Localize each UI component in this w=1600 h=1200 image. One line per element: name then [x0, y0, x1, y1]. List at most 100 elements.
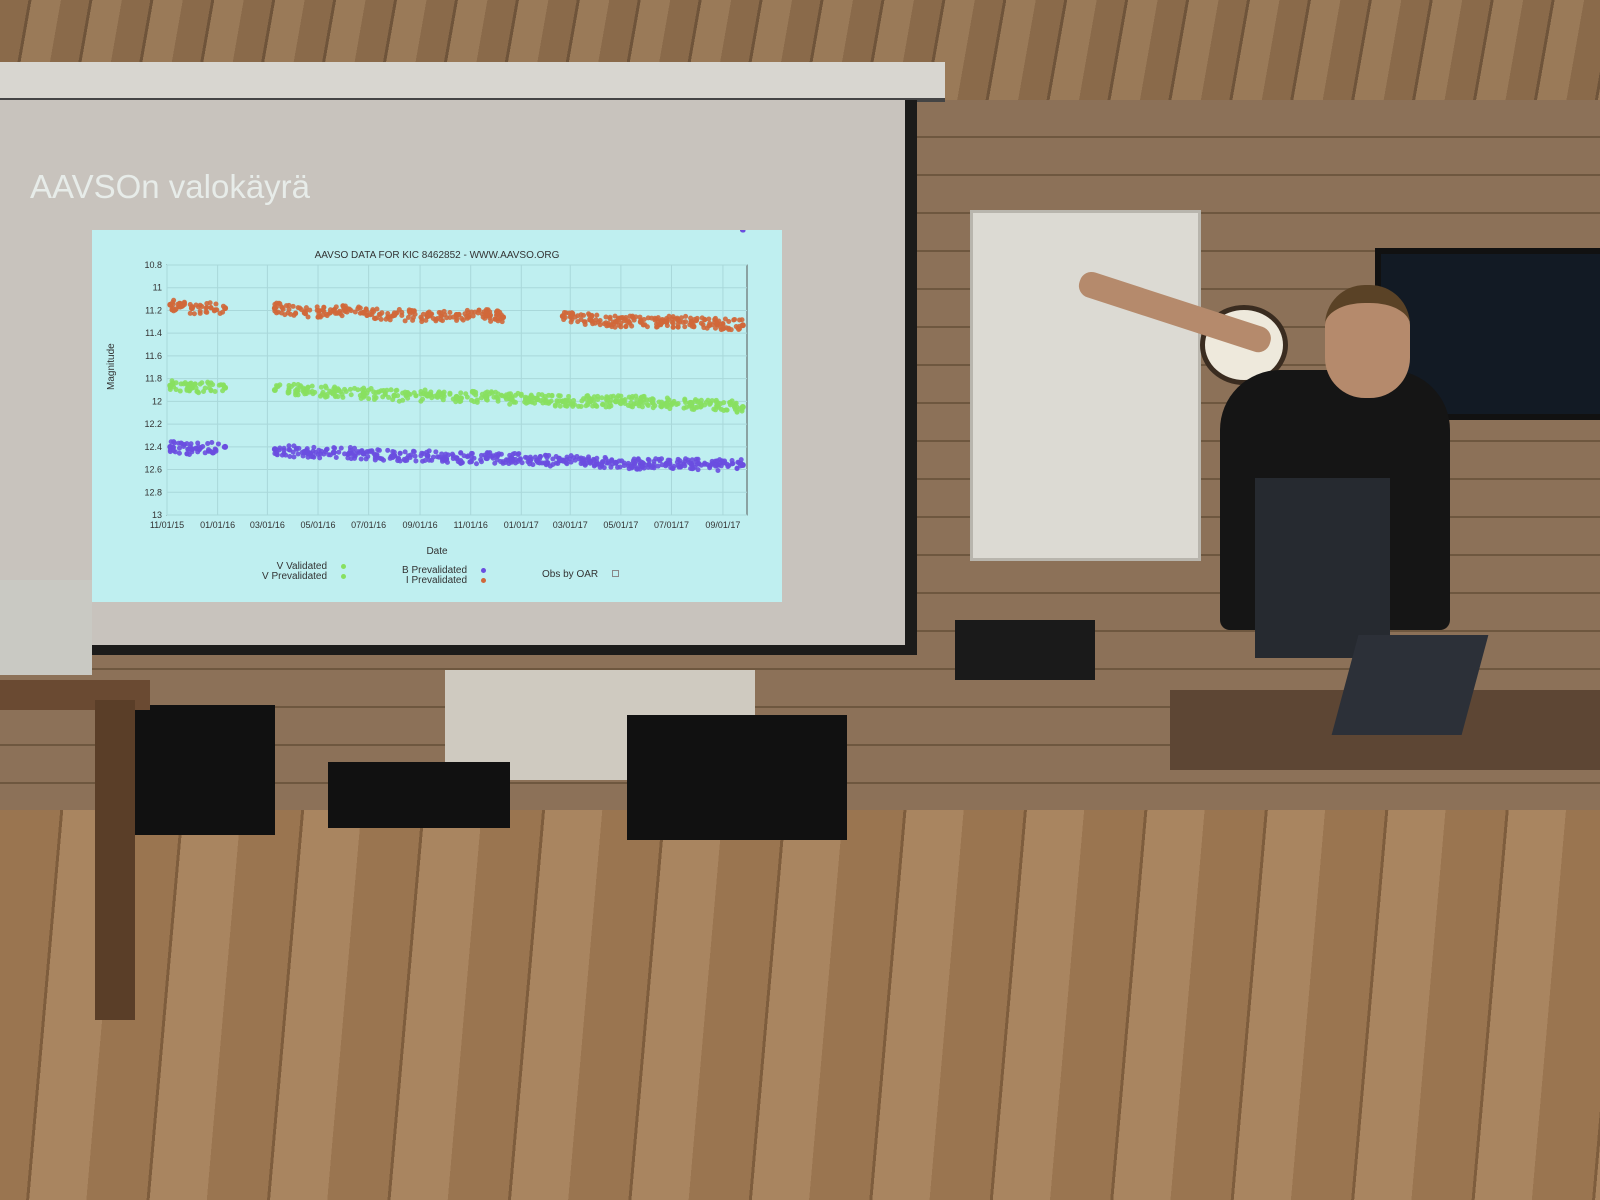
legend-marker	[481, 568, 487, 573]
data-point-scatter	[544, 459, 550, 465]
data-point-scatter	[597, 322, 603, 328]
data-point-scatter	[617, 315, 623, 321]
x-axis-label: Date	[426, 546, 448, 557]
data-point-scatter	[508, 456, 514, 462]
data-point-scatter	[287, 453, 293, 459]
x-tick-label: 11/01/15	[150, 520, 184, 530]
data-point-scatter	[321, 451, 327, 457]
data-point-scatter	[346, 451, 352, 457]
data-point-scatter	[734, 409, 740, 415]
data-point-scatter	[176, 450, 182, 456]
data-point	[222, 443, 229, 450]
data-point-scatter	[454, 317, 460, 323]
data-point-scatter	[581, 461, 587, 467]
data-point-scatter	[177, 388, 183, 394]
data-point-scatter	[689, 466, 695, 472]
data-point-scatter	[309, 383, 315, 389]
data-point-scatter	[305, 314, 311, 320]
data-point-scatter	[365, 453, 371, 459]
data-point-scatter	[356, 304, 362, 310]
table-leg	[95, 700, 135, 1020]
data-point-scatter	[691, 324, 697, 330]
y-tick-label: 12.6	[144, 465, 162, 475]
data-point-scatter	[652, 403, 658, 409]
data-point-scatter	[487, 450, 493, 456]
data-point-scatter	[719, 458, 725, 464]
data-point-scatter	[634, 466, 640, 472]
x-tick-label: 07/01/16	[351, 520, 386, 530]
data-point-scatter	[529, 399, 535, 405]
data-point-scatter	[178, 440, 184, 446]
x-tick-label: 01/01/16	[200, 520, 235, 530]
data-point-scatter	[279, 305, 285, 311]
laptop	[1331, 635, 1489, 735]
data-point-scatter	[740, 230, 746, 233]
data-point-scatter	[738, 457, 744, 463]
data-point-scatter	[659, 318, 665, 324]
data-point-scatter	[305, 451, 311, 457]
data-point-scatter	[507, 401, 513, 407]
data-point-scatter	[167, 387, 173, 393]
data-point-scatter	[572, 457, 578, 463]
data-point-scatter	[570, 403, 576, 409]
data-point-scatter	[302, 391, 308, 397]
light-curve-chart: AAVSO DATA FOR KIC 8462852 - WWW.AAVSO.O…	[92, 230, 782, 602]
data-point-scatter	[737, 317, 743, 323]
data-point-scatter	[633, 401, 639, 407]
data-point-scatter	[629, 404, 635, 410]
data-point-scatter	[564, 457, 570, 463]
data-point-scatter	[283, 303, 289, 309]
data-point-scatter	[204, 304, 210, 310]
data-point-scatter	[516, 451, 522, 457]
data-point-scatter	[308, 454, 314, 460]
data-point-scatter	[484, 456, 490, 462]
y-tick-label: 12.4	[144, 442, 162, 452]
monitor	[1255, 478, 1390, 658]
data-point-scatter	[607, 314, 613, 320]
data-point-scatter	[189, 304, 195, 310]
data-point-scatter	[568, 459, 574, 465]
legend-oar: Obs by OAR	[542, 570, 620, 580]
data-point-scatter	[702, 461, 708, 467]
data-point-scatter	[490, 453, 496, 459]
data-point-scatter	[608, 322, 614, 328]
data-point-scatter	[352, 309, 358, 315]
data-point-scatter	[391, 449, 397, 455]
data-point-scatter	[664, 323, 670, 329]
data-point-scatter	[171, 440, 177, 446]
data-point-scatter	[587, 460, 593, 466]
data-point-scatter	[692, 316, 698, 322]
data-point-scatter	[562, 314, 568, 320]
data-point-scatter	[608, 403, 614, 409]
data-point-scatter	[317, 455, 323, 461]
y-tick-label: 11.6	[145, 351, 162, 361]
data-point-scatter	[290, 303, 296, 309]
data-point-scatter	[698, 404, 704, 410]
data-point-scatter	[603, 456, 609, 462]
data-point-scatter	[707, 400, 713, 406]
speaker	[627, 715, 847, 840]
data-point-scatter	[478, 395, 484, 401]
data-point-scatter	[395, 458, 401, 464]
data-point-scatter	[484, 389, 490, 395]
data-point-scatter	[352, 453, 358, 459]
data-point-scatter	[460, 317, 466, 323]
legend-marker	[481, 578, 487, 583]
data-point-scatter	[364, 390, 370, 396]
data-point-scatter	[632, 461, 638, 467]
data-point	[391, 452, 398, 459]
data-point-scatter	[293, 310, 299, 316]
data-point-scatter	[603, 404, 609, 410]
data-point-scatter	[443, 457, 449, 463]
data-point-scatter	[430, 315, 436, 321]
data-point-scatter	[458, 450, 464, 456]
data-point-scatter	[695, 398, 701, 404]
data-point-scatter	[727, 400, 733, 406]
data-point-scatter	[413, 458, 419, 464]
data-point-scatter	[469, 454, 475, 460]
data-point-scatter	[631, 456, 637, 462]
data-point-scatter	[496, 312, 502, 318]
data-point-scatter	[484, 397, 490, 403]
data-point-scatter	[600, 459, 606, 465]
data-point-scatter	[674, 459, 680, 465]
